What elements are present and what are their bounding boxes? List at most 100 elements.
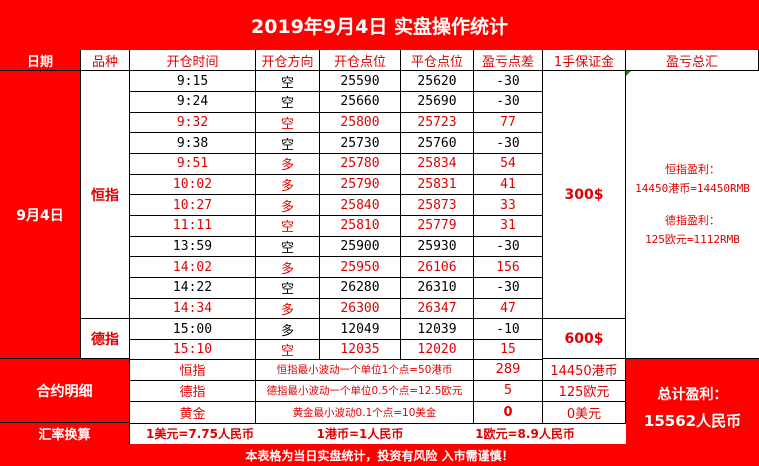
close-price-cell: 25831 bbox=[401, 174, 474, 196]
open-time-cell: 11:11 bbox=[130, 215, 256, 237]
header-cell: 盈亏点差 bbox=[474, 50, 543, 71]
direction-cell: 多 bbox=[256, 319, 320, 341]
contract-points: 5 bbox=[474, 380, 543, 403]
pnl-cell: 33 bbox=[474, 195, 543, 217]
close-price-cell: 25873 bbox=[401, 195, 474, 217]
open-time-cell: 13:59 bbox=[130, 236, 256, 258]
pnl-cell: -30 bbox=[474, 133, 543, 154]
header-cell: 开仓时间 bbox=[130, 50, 256, 71]
open-time-cell: 9:15 bbox=[130, 71, 256, 92]
dax-profit-label: 德指盈利： bbox=[665, 214, 720, 227]
header-cell: 品种 bbox=[81, 50, 130, 71]
product-dax: 德指 bbox=[81, 319, 130, 359]
open-time-cell: 14:22 bbox=[130, 277, 256, 299]
direction-cell: 空 bbox=[256, 112, 320, 134]
contract-label: 合约明细 bbox=[0, 359, 130, 423]
header-cell: 平仓点位 bbox=[401, 50, 474, 71]
close-price-cell: 12020 bbox=[401, 339, 474, 360]
header-cell: 盈亏总汇 bbox=[626, 50, 759, 71]
pnl-cell: 31 bbox=[474, 215, 543, 237]
pnl-cell: -10 bbox=[474, 319, 543, 341]
footer-note: 本表格为当日实盘统计，投资有风险 入市需谨慎！ bbox=[0, 444, 759, 466]
open-time-cell: 9:32 bbox=[130, 112, 256, 134]
header-cell: 开仓点位 bbox=[320, 50, 401, 71]
direction-cell: 多 bbox=[256, 153, 320, 175]
pnl-cell: 77 bbox=[474, 112, 543, 134]
fx-eur: 1欧元=8.9人民币 bbox=[475, 427, 575, 441]
open-time-cell: 10:02 bbox=[130, 174, 256, 196]
pnl-cell: -30 bbox=[474, 71, 543, 92]
total-value: 15562人民币 bbox=[643, 412, 742, 430]
close-price-cell: 25620 bbox=[401, 71, 474, 92]
open-time-cell: 14:02 bbox=[130, 257, 256, 279]
contract-product: 恒指 bbox=[130, 359, 256, 381]
direction-cell: 多 bbox=[256, 298, 320, 320]
pnl-cell: -30 bbox=[474, 277, 543, 299]
open-price-cell: 25780 bbox=[320, 153, 401, 175]
open-price-cell: 12049 bbox=[320, 319, 401, 341]
direction-cell: 空 bbox=[256, 71, 320, 92]
direction-cell: 空 bbox=[256, 215, 320, 237]
direction-cell: 空 bbox=[256, 277, 320, 299]
contract-product: 德指 bbox=[130, 380, 256, 403]
open-time-cell: 15:00 bbox=[130, 319, 256, 341]
direction-cell: 多 bbox=[256, 195, 320, 217]
header-cell: 日期 bbox=[0, 50, 81, 71]
close-price-cell: 26310 bbox=[401, 277, 474, 299]
close-price-cell: 25690 bbox=[401, 91, 474, 113]
corner-marker bbox=[626, 71, 631, 76]
close-price-cell: 25834 bbox=[401, 153, 474, 175]
open-price-cell: 25660 bbox=[320, 91, 401, 113]
close-price-cell: 25723 bbox=[401, 112, 474, 134]
contract-desc: 德指最小波动一个单位0.5个点=12.5欧元 bbox=[256, 380, 474, 403]
pnl-cell: 47 bbox=[474, 298, 543, 320]
fx-hkd: 1港币=1人民币 bbox=[316, 427, 404, 441]
contract-product: 黄金 bbox=[130, 401, 256, 424]
pnl-cell: -30 bbox=[474, 91, 543, 113]
pnl-cell: 41 bbox=[474, 174, 543, 196]
pnl-cell: 54 bbox=[474, 153, 543, 175]
contract-points: 0 bbox=[474, 401, 543, 424]
close-price-cell: 25779 bbox=[401, 215, 474, 237]
open-price-cell: 26280 bbox=[320, 277, 401, 299]
open-price-cell: 12035 bbox=[320, 339, 401, 360]
direction-cell: 空 bbox=[256, 133, 320, 154]
open-price-cell: 25950 bbox=[320, 257, 401, 279]
pnl-cell: -30 bbox=[474, 236, 543, 258]
pnl-cell: 156 bbox=[474, 257, 543, 279]
open-price-cell: 25800 bbox=[320, 112, 401, 134]
open-price-cell: 25900 bbox=[320, 236, 401, 258]
margin-hsi: 300$ bbox=[543, 71, 626, 319]
margin-dax: 600$ bbox=[543, 319, 626, 359]
header-cell: 开仓方向 bbox=[256, 50, 320, 71]
fx-usd: 1美元=7.75人民币 bbox=[145, 427, 254, 441]
total-label: 总计盈利： bbox=[657, 387, 728, 403]
contract-amount: 125欧元 bbox=[543, 380, 626, 403]
total-profit: 总计盈利： 15562人民币 bbox=[626, 359, 759, 444]
open-time-cell: 9:38 bbox=[130, 133, 256, 154]
open-time-cell: 9:24 bbox=[130, 91, 256, 113]
direction-cell: 多 bbox=[256, 257, 320, 279]
product-hsi: 恒指 bbox=[81, 71, 130, 319]
header-cell: 1手保证金 bbox=[543, 50, 626, 71]
pnl-cell: 15 bbox=[474, 339, 543, 360]
open-time-cell: 14:34 bbox=[130, 298, 256, 320]
open-price-cell: 25730 bbox=[320, 133, 401, 154]
close-price-cell: 26347 bbox=[401, 298, 474, 320]
open-price-cell: 26300 bbox=[320, 298, 401, 320]
contract-amount: 14450港币 bbox=[543, 359, 626, 381]
direction-cell: 空 bbox=[256, 91, 320, 113]
open-time-cell: 15:10 bbox=[130, 339, 256, 360]
open-price-cell: 25590 bbox=[320, 71, 401, 92]
contract-desc: 恒指最小波动一个单位1个点=50港币 bbox=[256, 359, 474, 381]
page-title: 2019年9月4日 实盘操作统计 bbox=[0, 0, 759, 50]
contract-desc: 黄金最小波动0.1个点=10美金 bbox=[256, 401, 474, 424]
fx-label: 汇率换算 bbox=[0, 423, 130, 444]
hsi-profit-value: 14450港币=14450RMB bbox=[635, 182, 750, 195]
direction-cell: 空 bbox=[256, 339, 320, 360]
close-price-cell: 25760 bbox=[401, 133, 474, 154]
open-price-cell: 25840 bbox=[320, 195, 401, 217]
contract-amount: 0美元 bbox=[543, 401, 626, 424]
hsi-profit-label: 恒指盈利： bbox=[665, 163, 720, 176]
direction-cell: 多 bbox=[256, 174, 320, 196]
